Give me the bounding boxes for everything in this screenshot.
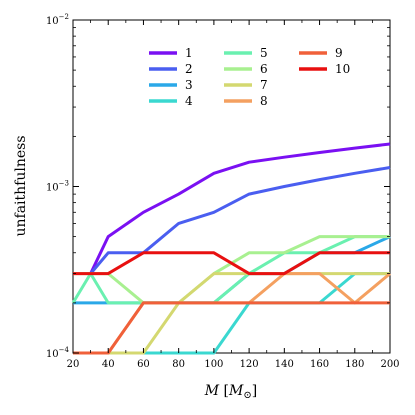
legend-label: 5 [260, 46, 268, 60]
series-line-2 [89, 166, 391, 275]
legend-label: 10 [335, 62, 350, 76]
x-tick-label: 180 [345, 359, 364, 370]
x-tick-label: 60 [137, 359, 150, 370]
x-axis-title-subscript: ⊙ [243, 390, 251, 401]
legend-item-9: 9 [299, 46, 343, 60]
legend-label: 8 [260, 94, 268, 108]
x-axis-title-symbol: M [228, 383, 244, 399]
y-tick-label: 10−2 [46, 13, 69, 27]
x-tick-label: 200 [380, 359, 399, 370]
legend-item-8: 8 [224, 94, 268, 108]
series-line-9 [73, 301, 390, 355]
legend-label: 3 [185, 78, 193, 92]
x-tick-label: 100 [204, 359, 223, 370]
legend-label: 1 [185, 46, 193, 60]
legend-item-10: 10 [299, 62, 350, 76]
ticks-layer: 20 40 60 80 100 120 140 160 180 200 10−4 10−3 10−2 [46, 13, 400, 370]
legend-label: 2 [185, 62, 193, 76]
legend-item-4: 4 [149, 94, 193, 108]
x-tick-label: 120 [240, 359, 259, 370]
legend-label: 4 [185, 94, 193, 108]
series-line-10 [73, 251, 390, 276]
x-axis-title-close: ] [252, 383, 257, 399]
legend-item-2: 2 [149, 62, 193, 76]
legend-label: 9 [335, 46, 343, 60]
series-line-1 [89, 142, 391, 275]
x-tick-label: 140 [275, 359, 294, 370]
y-tick-label: 10−3 [46, 180, 69, 194]
legend-item-5: 5 [224, 46, 268, 60]
legend-item-3: 3 [149, 78, 193, 92]
x-tick-label: 80 [172, 359, 185, 370]
series-layer [71, 142, 391, 355]
x-tick-label: 20 [67, 359, 80, 370]
x-axis-title: M [M⊙] [204, 383, 257, 401]
legend-item-7: 7 [224, 78, 268, 92]
legend-item-6: 6 [224, 62, 268, 76]
y-tick-label: 10−4 [46, 346, 70, 360]
x-tick-label: 40 [102, 359, 115, 370]
legend-label: 7 [260, 78, 268, 92]
legend: 1 2 3 4 5 6 7 8 9 10 [149, 46, 350, 108]
y-axis-title: unfaithfulness [13, 135, 29, 236]
legend-item-1: 1 [149, 46, 193, 60]
legend-label: 6 [260, 62, 268, 76]
x-axis-title-var: M [204, 383, 220, 399]
x-tick-label: 160 [310, 359, 329, 370]
x-axis-title-open: [ [219, 383, 229, 399]
